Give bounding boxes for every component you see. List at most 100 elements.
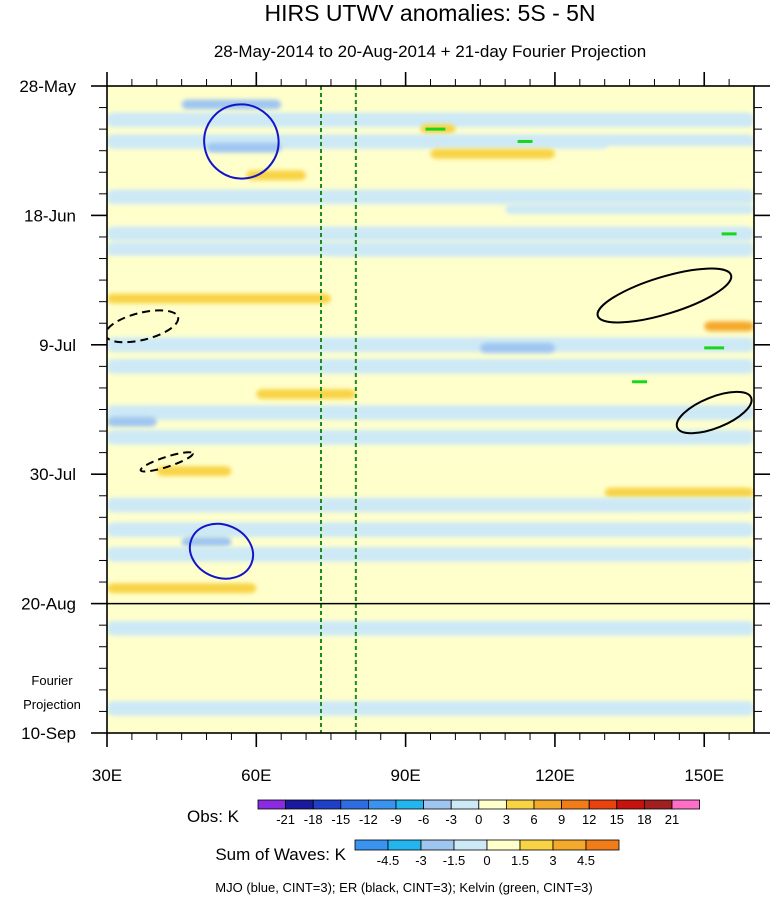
anomaly-band <box>206 142 282 153</box>
obs-colorbar-cell <box>561 799 590 810</box>
waves-colorbar-cell <box>453 839 488 851</box>
anomaly-band <box>107 583 257 594</box>
y-tick-label: 20-Aug <box>21 595 76 614</box>
obs-colorbar-cell <box>450 799 480 810</box>
waves-colorbar-cell <box>519 839 554 851</box>
anomaly-band <box>107 293 331 304</box>
anomaly-band <box>107 416 157 427</box>
obs-colorbar-tick-label: -21 <box>276 812 295 827</box>
contour-legend: MJO (blue, CINT=3); ER (black, CINT=3); … <box>215 880 592 895</box>
obs-colorbar-tick-label: 6 <box>530 812 537 827</box>
anomaly-band <box>107 269 754 285</box>
anomaly-band <box>107 522 754 538</box>
obs-colorbar-cell <box>285 799 314 810</box>
obs-colorbar-cell <box>505 799 535 810</box>
obs-colorbar: Obs: K -21 -18 -15 -12 -9 -6 -3 0 3 6 9 12 15 18 21 <box>187 799 701 827</box>
anomaly-band <box>107 241 754 257</box>
anomaly-band <box>107 497 754 513</box>
obs-colorbar-tick-label: 12 <box>582 812 596 827</box>
anomaly-band <box>107 429 754 445</box>
y-axis: 28-May 18-Jun 9-Jul 30-Jul 20-Aug 10-Sep <box>19 77 770 743</box>
chart-subtitle: 28-May-2014 to 20-Aug-2014 + 21-day Four… <box>214 42 646 61</box>
anomaly-band <box>256 389 356 400</box>
er-contour <box>107 309 180 344</box>
obs-colorbar-cell <box>671 799 701 810</box>
anomaly-band <box>604 146 754 162</box>
waves-colorbar: Sum of Waves: K -4.5 -3 -1.5 0 1.5 3 4.5 <box>215 839 620 868</box>
waves-colorbar-tick-label: -3 <box>415 853 427 868</box>
y-tick-label: 18-Jun <box>24 206 76 225</box>
anomaly-band <box>107 189 754 205</box>
obs-colorbar-cell <box>478 799 507 810</box>
obs-colorbar-cell <box>588 799 618 810</box>
waves-colorbar-cell <box>387 839 422 851</box>
obs-colorbar-tick-label: -3 <box>445 812 457 827</box>
x-axis: 30E 60E 90E 120E 150E <box>92 72 730 785</box>
waves-colorbar-tick-label: 1.5 <box>511 853 529 868</box>
x-tick-label: 60E <box>241 766 271 785</box>
obs-colorbar-cell <box>616 799 645 810</box>
y-tick-label: 28-May <box>19 77 76 96</box>
y-tick-label: 9-Jul <box>39 336 76 355</box>
anomaly-band <box>181 99 282 110</box>
anomaly-band <box>480 342 555 353</box>
anomaly-band <box>181 537 232 547</box>
y-tick-label: 10-Sep <box>21 724 76 743</box>
anomaly-band <box>107 546 754 562</box>
obs-colorbar-tick-label: 21 <box>665 812 679 827</box>
waves-colorbar-cell <box>420 839 455 851</box>
obs-colorbar-tick-label: -6 <box>418 812 430 827</box>
anomaly-band <box>107 620 754 636</box>
waves-colorbar-tick-label: 0 <box>483 853 490 868</box>
waves-colorbar-tick-label: 4.5 <box>577 853 595 868</box>
waves-colorbar-cell <box>585 839 620 851</box>
waves-colorbar-label: Sum of Waves: K <box>215 845 346 864</box>
anomaly-band <box>704 321 754 332</box>
anomaly-band <box>107 405 754 420</box>
obs-colorbar-cell <box>312 799 342 810</box>
waves-colorbar-tick-label: -4.5 <box>377 853 399 868</box>
anomaly-band <box>107 571 754 587</box>
plot-area <box>106 85 755 734</box>
obs-colorbar-cell <box>395 799 425 810</box>
x-tick-label: 30E <box>92 766 122 785</box>
reference-longitude-lines <box>320 86 357 733</box>
x-tick-label: 150E <box>684 766 724 785</box>
obs-colorbar-tick-label: 9 <box>558 812 565 827</box>
wave-contours <box>107 103 753 580</box>
waves-colorbar-tick-label: 3 <box>549 853 556 868</box>
projection-label-line2: Projection <box>23 697 81 712</box>
anomaly-band <box>107 451 331 467</box>
obs-colorbar-tick-label: -18 <box>304 812 323 827</box>
waves-colorbar-tick-label: -1.5 <box>443 853 465 868</box>
obs-colorbar-tick-label: 15 <box>610 812 624 827</box>
obs-colorbar-tick-label: 3 <box>503 812 510 827</box>
er-contour <box>675 390 753 435</box>
anomaly-band <box>107 87 754 103</box>
er-contour <box>596 267 733 324</box>
anomaly-band <box>107 257 331 273</box>
mjo-contour <box>188 522 255 580</box>
obs-colorbar-tick-label: -9 <box>390 812 402 827</box>
anomaly-band <box>330 472 754 488</box>
chart-title: HIRS UTWV anomalies: 5S - 5N <box>264 0 595 26</box>
anomaly-band <box>107 657 232 673</box>
obs-colorbar-tick-label: 0 <box>475 812 482 827</box>
anomaly-field <box>107 87 754 716</box>
waves-colorbar-cell <box>354 839 389 851</box>
obs-colorbar-label: Obs: K <box>187 807 240 826</box>
x-tick-label: 90E <box>390 766 420 785</box>
anomaly-band <box>107 337 754 353</box>
obs-colorbar-tick-label: -12 <box>359 812 378 827</box>
mjo-contour <box>203 103 280 180</box>
anomaly-band <box>107 226 754 242</box>
obs-colorbar-cell <box>367 799 397 810</box>
anomaly-band <box>156 466 232 477</box>
obs-colorbar-cell <box>257 799 287 810</box>
waves-colorbar-cell <box>552 839 587 851</box>
obs-colorbar-cell <box>533 799 563 810</box>
obs-colorbar-tick-label: 18 <box>637 812 651 827</box>
x-tick-label: 120E <box>535 766 575 785</box>
projection-label-line1: Fourier <box>31 673 73 688</box>
